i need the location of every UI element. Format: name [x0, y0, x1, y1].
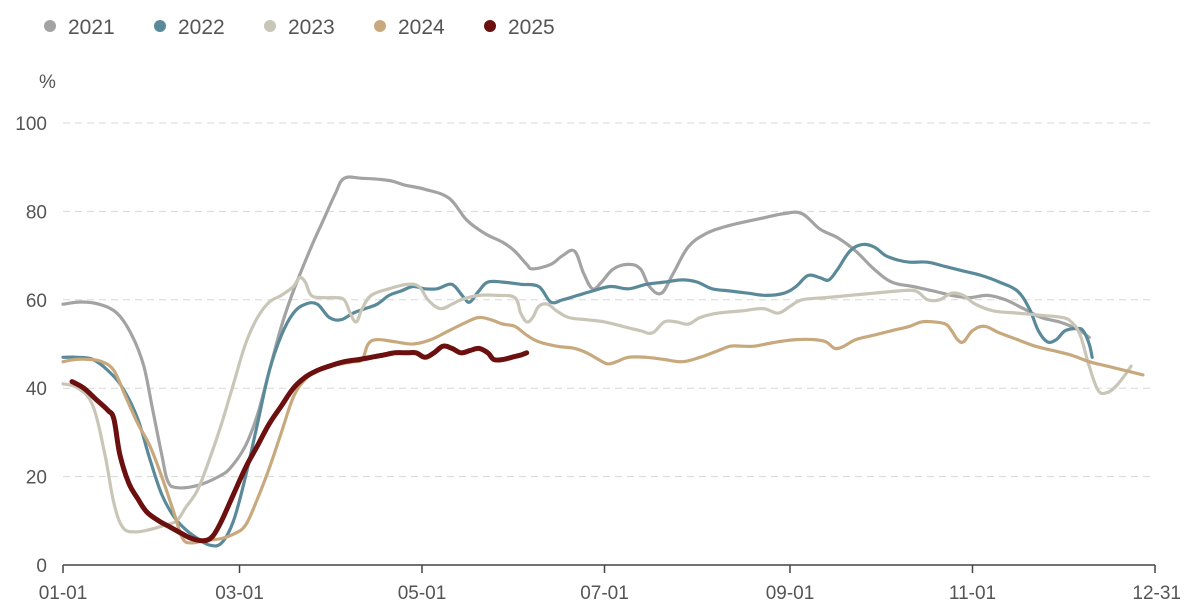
y-axis-ticks: 0 20 40 60 80 100: [15, 114, 47, 577]
x-axis: 01-01 03-01 05-01 07-01 09-01 11-01 12-31: [39, 564, 1181, 604]
legend-marker-2023: [264, 20, 276, 32]
legend-label-2025: 2025: [508, 16, 555, 39]
legend-item-2023[interactable]: 2023: [264, 16, 335, 39]
y-tick-label-0: 0: [36, 556, 47, 577]
x-tick-label-01-01: 01-01: [39, 583, 88, 604]
y-axis-unit-label: %: [39, 72, 56, 93]
x-tick-label-03-01: 03-01: [215, 583, 264, 604]
legend-label-2024: 2024: [398, 16, 445, 39]
legend-item-2021[interactable]: 2021: [44, 16, 115, 39]
series-line-2023: [61, 275, 1133, 534]
x-tick-label-12-31: 12-31: [1132, 583, 1181, 604]
grid: [63, 122, 1155, 478]
legend-marker-2024: [374, 20, 386, 32]
legend: 2021 2022 2023 2024 2025: [44, 16, 555, 39]
y-tick-label-80: 80: [26, 202, 47, 223]
legend-item-2025[interactable]: 2025: [484, 16, 555, 39]
legend-label-2022: 2022: [178, 16, 225, 39]
x-tick-label-05-01: 05-01: [398, 583, 447, 604]
y-tick-label-60: 60: [26, 291, 47, 312]
legend-marker-2022: [154, 20, 166, 32]
series-line-2022: [61, 242, 1094, 548]
legend-marker-2025: [484, 20, 496, 32]
y-tick-label-20: 20: [26, 468, 47, 489]
x-tick-label-09-01: 09-01: [766, 583, 815, 604]
legend-item-2024[interactable]: 2024: [374, 16, 445, 39]
x-tick-label-11-01: 11-01: [949, 583, 996, 604]
legend-item-2022[interactable]: 2022: [154, 16, 225, 39]
legend-label-2023: 2023: [288, 16, 335, 39]
series-line-2024: [61, 315, 1145, 545]
y-tick-label-40: 40: [26, 379, 47, 400]
series-line-2021: [61, 175, 1091, 490]
legend-label-2021: 2021: [68, 16, 115, 39]
series-line-2025: [69, 343, 530, 544]
legend-marker-2021: [44, 20, 56, 32]
y-tick-label-100: 100: [15, 114, 47, 135]
x-tick-label-07-01: 07-01: [580, 583, 629, 604]
series-group: [61, 175, 1145, 548]
